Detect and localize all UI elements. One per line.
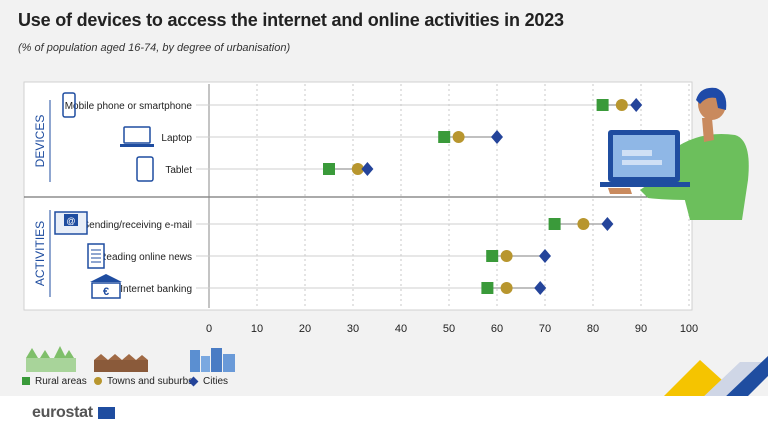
icon-shape xyxy=(123,126,151,144)
icon-shape xyxy=(120,144,154,147)
cities-marker xyxy=(630,98,643,112)
category-label: Sending/receiving e-mail xyxy=(82,220,192,231)
eu-flag-icon xyxy=(98,407,115,419)
x-tick-label: 30 xyxy=(347,323,359,335)
rural-marker xyxy=(323,163,335,175)
group-label: DEVICES xyxy=(33,115,47,168)
cities-marker xyxy=(361,162,374,176)
towns-marker xyxy=(500,250,513,262)
rural-marker xyxy=(548,218,561,230)
cities-marker xyxy=(539,249,551,263)
smartphone-icon xyxy=(62,92,76,118)
person-with-laptop-illustration xyxy=(600,87,749,220)
icon-shape xyxy=(62,92,76,118)
category-labels: Mobile phone or smartphone Laptop Tablet Se… xyxy=(65,101,193,295)
chart-area: DEVICES ACTIVITIES Mobile phone or smartp… xyxy=(23,81,768,400)
chart-title: Use of devices to access the internet an… xyxy=(18,10,564,30)
category-label: Laptop xyxy=(161,133,192,144)
cities-marker xyxy=(601,217,614,231)
cities-marker xyxy=(534,281,547,295)
legend-square-marker xyxy=(22,377,30,385)
legend-item-cities: Cities xyxy=(188,376,229,387)
towns-marker xyxy=(500,282,513,294)
x-tick-label: 0 xyxy=(206,323,212,335)
x-tick-label: 40 xyxy=(395,323,407,335)
legend-item-rural: Rural areas xyxy=(22,376,87,387)
group-labels: DEVICES ACTIVITIES xyxy=(33,100,51,297)
newspaper-icon xyxy=(87,243,105,269)
x-tick-label: 20 xyxy=(299,323,311,335)
icon-glyph: € xyxy=(103,286,109,298)
x-tick-label: 60 xyxy=(491,323,503,335)
icon-shape xyxy=(91,282,121,299)
plot-panel xyxy=(23,81,693,311)
towns-marker xyxy=(577,218,590,230)
rural-marker xyxy=(438,131,451,143)
legend-item-towns: Towns and suburbs xyxy=(94,376,193,387)
gridlines xyxy=(208,84,690,308)
x-tick-labels: 0 10 20 30 40 50 60 70 80 90 100 xyxy=(206,323,698,335)
city-skyline-illustration xyxy=(190,348,235,372)
rural-landscape-illustration xyxy=(26,346,76,372)
icon-glyph: @ xyxy=(66,216,75,226)
towns-marker xyxy=(351,163,364,175)
footer-bar xyxy=(0,396,768,432)
icon-shape xyxy=(90,274,122,282)
bank-icon: € xyxy=(90,274,122,299)
category-label: Reading online news xyxy=(99,252,192,263)
legend-label: Rural areas xyxy=(35,376,87,387)
cities-marker xyxy=(491,130,503,144)
decorative-chevron-graphic xyxy=(660,356,768,400)
x-tick-label: 70 xyxy=(539,323,551,335)
legend-circle-marker xyxy=(94,377,102,385)
x-tick-label: 90 xyxy=(635,323,647,335)
category-label: Internet banking xyxy=(120,284,192,295)
rural-marker xyxy=(486,250,499,262)
towns-marker xyxy=(452,131,465,143)
rural-marker xyxy=(596,99,609,111)
towns-marker xyxy=(615,99,628,111)
chart-subtitle: (% of population aged 16-74, by degree o… xyxy=(18,42,291,54)
legend-label: Towns and suburbs xyxy=(107,376,194,387)
icon-shape xyxy=(64,214,78,226)
icon-shape xyxy=(87,243,105,269)
legend-label: Cities xyxy=(203,376,229,387)
category-icons: @€ xyxy=(54,92,154,299)
category-label: Mobile phone or smartphone xyxy=(65,101,193,112)
category-label: Tablet xyxy=(165,165,192,176)
email-icon: @ xyxy=(54,211,88,235)
laptop-icon xyxy=(120,126,154,147)
eurostat-logo: eurostat xyxy=(32,404,93,421)
x-tick-label: 100 xyxy=(680,323,698,335)
data-marks xyxy=(323,98,643,295)
tablet-icon xyxy=(136,156,154,182)
towns-houses-illustration xyxy=(94,354,148,372)
legend-diamond-marker xyxy=(188,376,199,387)
group-label: ACTIVITIES xyxy=(33,221,47,286)
x-tick-label: 10 xyxy=(251,323,263,335)
x-tick-label: 50 xyxy=(443,323,455,335)
icon-shape xyxy=(136,156,154,182)
rural-marker xyxy=(481,282,494,294)
x-tick-label: 80 xyxy=(587,323,599,335)
